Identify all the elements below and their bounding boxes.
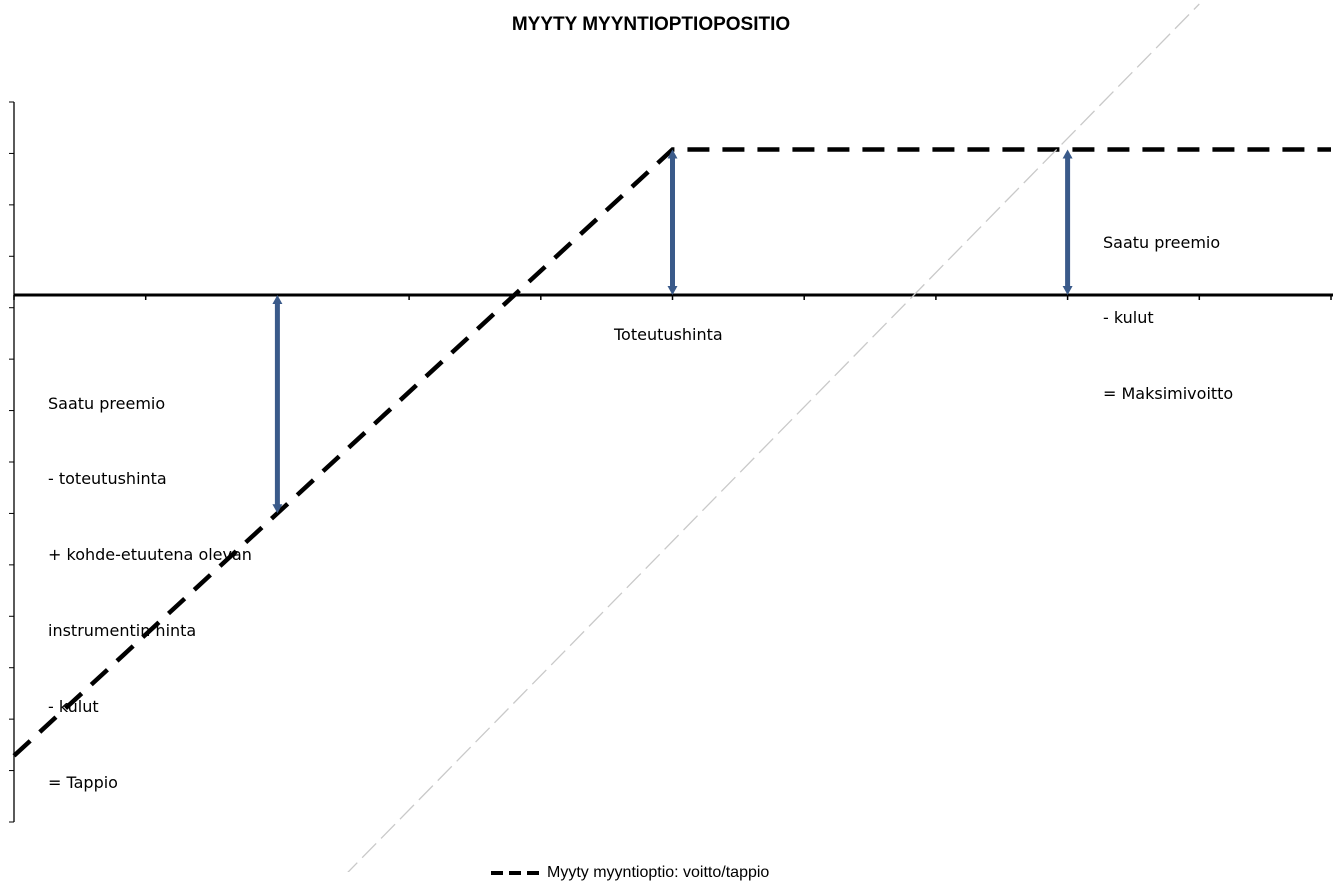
chart-axes — [9, 101, 1333, 823]
legend-swatch-icon — [491, 871, 543, 875]
chart-arrow-layer — [272, 149, 1073, 514]
annotation-line: Saatu preemio — [48, 393, 166, 413]
annotation-loss: Saatu preemio - toteutushinta + kohde-et… — [48, 340, 252, 821]
chart-title: MYYTY MYYNTIOPTIOPOSITIO — [511, 14, 791, 35]
annotation-line: - toteutushinta — [48, 469, 167, 489]
annotation-arrowhead — [667, 286, 678, 295]
annotation-line: Saatu preemio — [1103, 232, 1221, 252]
series-line-reference — [347, 3, 1200, 872]
annotation-arrowhead — [667, 149, 678, 159]
legend-label: Myyty myyntioptio: voitto/tappio — [547, 864, 770, 881]
annotation-line: instrumentin hinta — [48, 621, 197, 641]
annotation-arrowhead — [1062, 286, 1073, 295]
annotation-line: - kulut — [1103, 308, 1154, 328]
annotation-arrowhead — [272, 295, 283, 304]
annotation-line: - kulut — [48, 697, 99, 717]
annotation-arrowhead — [1062, 149, 1073, 159]
annotation-line: = Tappio — [48, 773, 118, 793]
annotation-max-profit: Saatu preemio - kulut = Maksimivoitto — [1103, 179, 1233, 432]
strike-price-label: Toteutushinta — [614, 325, 723, 344]
annotation-arrowhead — [272, 504, 283, 514]
annotation-line: = Maksimivoitto — [1103, 384, 1234, 404]
chart-legend: Myyty myyntioptio: voitto/tappio — [491, 862, 769, 884]
annotation-line: + kohde-etuutena olevan — [48, 545, 252, 565]
